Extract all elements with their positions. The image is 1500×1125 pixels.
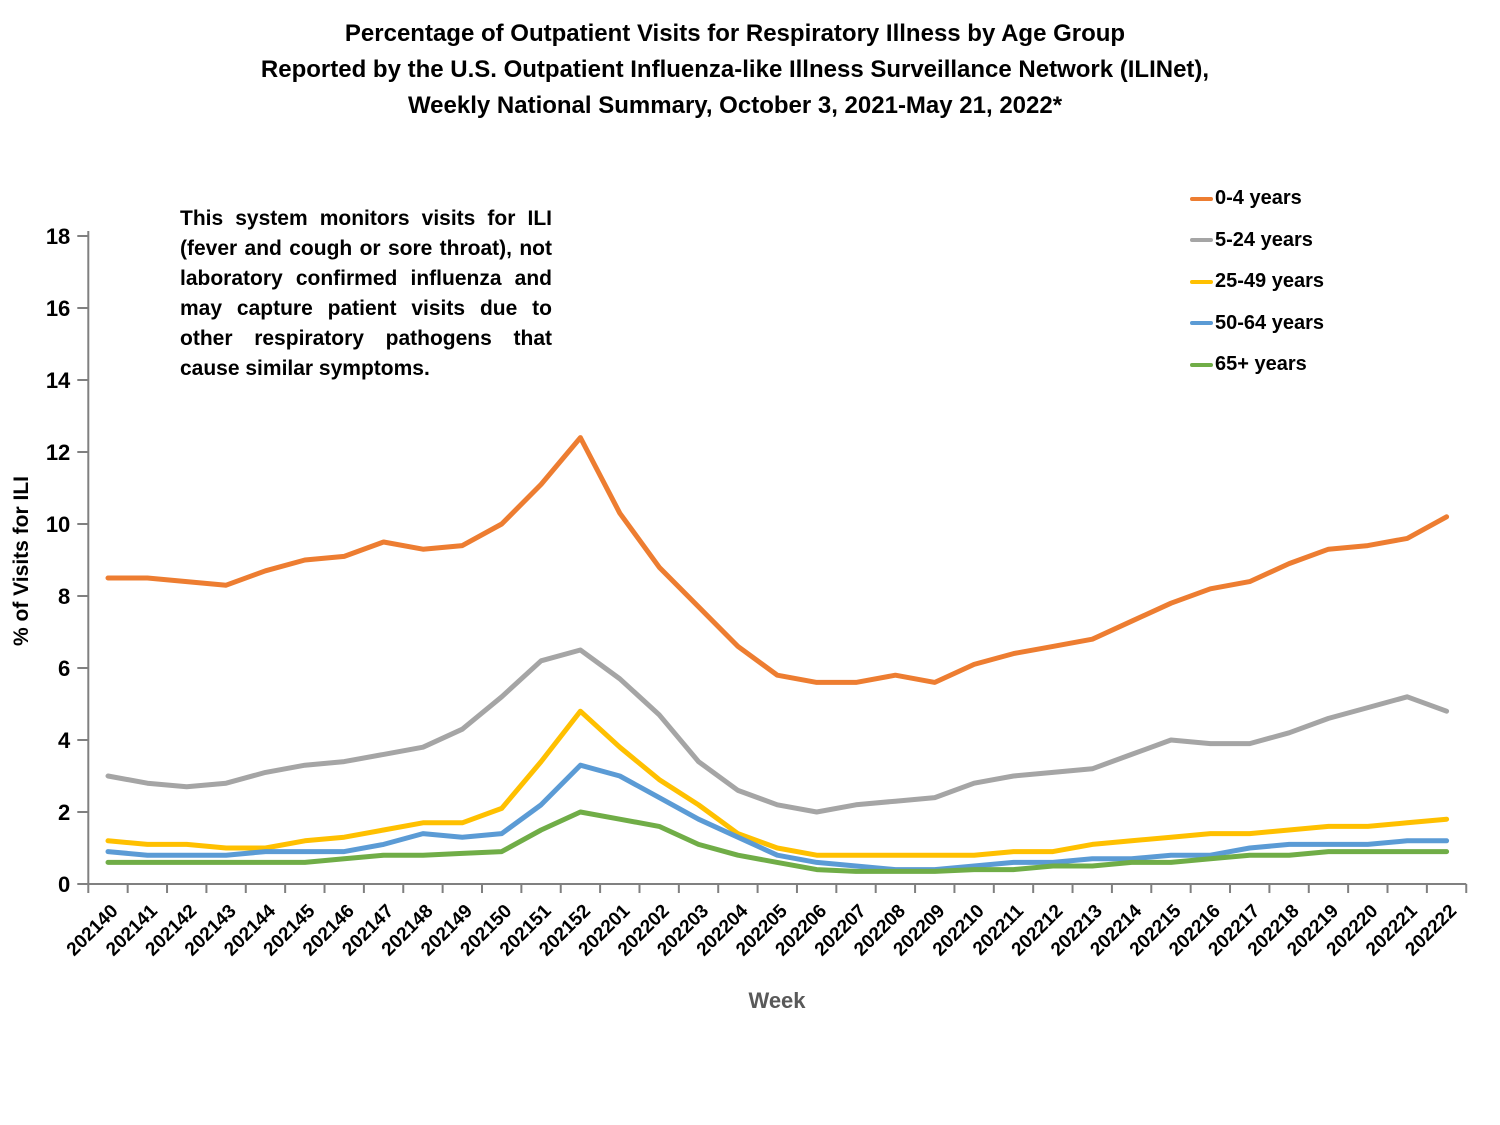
series-line-5-24-years [105, 647, 1450, 815]
chart-title-line2: Reported by the U.S. Outpatient Influenz… [260, 56, 1210, 83]
legend-item-5-24-years: 5-24 years [1190, 228, 1324, 253]
legend-swatch-line-icon [1190, 196, 1213, 201]
legend-item-25-49-years: 25-49 years [1190, 269, 1324, 294]
y-tick-label: 14 [46, 368, 71, 393]
legend-swatch-line-icon [1190, 362, 1213, 367]
legend-label: 0-4 years [1215, 187, 1302, 209]
legend-label: 5-24 years [1215, 228, 1313, 251]
legend-item-50-64-years: 50-64 years [1190, 311, 1324, 336]
y-tick-label: 10 [46, 512, 70, 537]
y-tick-label: 4 [58, 728, 71, 753]
legend: 0-4 years 5-24 years 25-49 years 50-64 y… [1190, 186, 1324, 394]
annotation-text: This system monitors visits for ILI (fev… [180, 207, 552, 380]
series-line-25-49-years [105, 708, 1450, 858]
legend-swatch-line-icon [1190, 321, 1213, 325]
series-line-0-4-years [105, 435, 1450, 685]
series-line-65-years [105, 809, 1450, 874]
y-tick-label: 2 [58, 800, 70, 825]
legend-item-0-4-years: 0-4 years [1190, 186, 1324, 211]
chart-title-line1: Percentage of Outpatient Visits for Resp… [344, 20, 1126, 47]
legend-label: 50-64 years [1215, 311, 1324, 334]
y-tick-label: 0 [58, 872, 70, 897]
y-tick-label: 16 [46, 296, 70, 321]
series-line-50-64-years [105, 762, 1450, 873]
y-tick-label: 18 [46, 224, 70, 249]
y-tick-label: 12 [46, 440, 70, 465]
legend-swatch-line-icon [1190, 238, 1213, 242]
chart-title: Percentage of Outpatient Visits for Resp… [0, 16, 1470, 124]
chart-title-line3: Weekly National Summary, October 3, 2021… [407, 92, 1063, 119]
legend-swatch-line-icon [1190, 279, 1213, 284]
y-tick-label: 8 [58, 584, 70, 609]
x-axis-title: Week [748, 988, 806, 1013]
legend-label: 25-49 years [1215, 270, 1324, 292]
legend-item-65plus-years: 65+ years [1190, 352, 1324, 377]
legend-label: 65+ years [1215, 353, 1307, 375]
y-tick-label: 6 [58, 656, 70, 681]
